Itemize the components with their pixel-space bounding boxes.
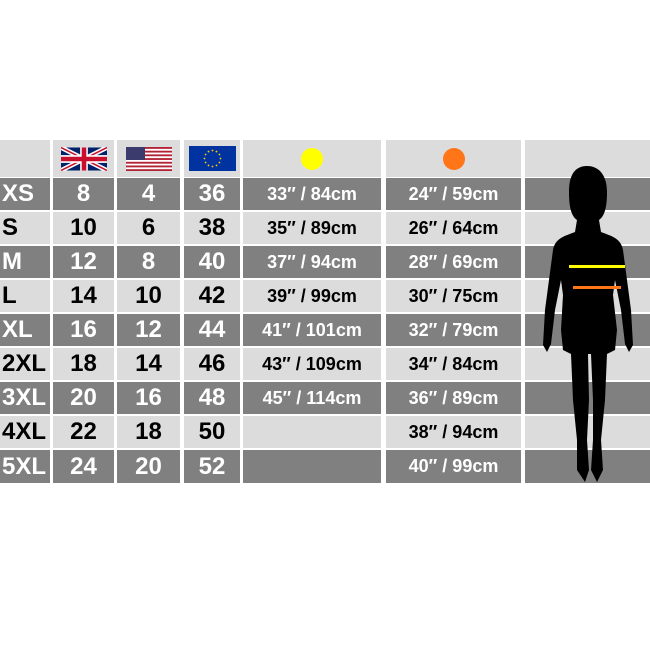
cell-us: 6 (117, 212, 180, 244)
cell-size: 3XL (0, 382, 50, 414)
header-us-cell (117, 140, 180, 177)
cell-size: XL (0, 314, 50, 346)
cell-bust: 33″ / 84cm (243, 178, 381, 210)
cell-waist: 36″ / 89cm (386, 382, 521, 414)
cell-waist: 26″ / 64cm (386, 212, 521, 244)
cell-eu: 50 (184, 416, 240, 448)
cell-bust: 39″ / 99cm (243, 280, 381, 312)
cell-eu: 40 (184, 246, 240, 278)
cell-uk: 20 (53, 382, 114, 414)
uk-flag-icon (60, 146, 107, 171)
cell-us: 16 (117, 382, 180, 414)
cell-size: M (0, 246, 50, 278)
cell-size: 4XL (0, 416, 50, 448)
cell-bust: 35″ / 89cm (243, 212, 381, 244)
cell-eu: 48 (184, 382, 240, 414)
cell-waist: 40″ / 99cm (386, 450, 521, 483)
cell-waist: 28″ / 69cm (386, 246, 521, 278)
cell-waist: 38″ / 94cm (386, 416, 521, 448)
cell-waist: 34″ / 84cm (386, 348, 521, 380)
cell-bust (243, 416, 381, 448)
cell-us: 12 (117, 314, 180, 346)
waist-marker-icon (442, 147, 465, 170)
cell-bust: 41″ / 101cm (243, 314, 381, 346)
cell-uk: 16 (53, 314, 114, 346)
cell-us: 8 (117, 246, 180, 278)
cell-eu: 38 (184, 212, 240, 244)
cell-bust (243, 450, 381, 483)
cell-eu: 42 (184, 280, 240, 312)
cell-size: 5XL (0, 450, 50, 483)
cell-us: 18 (117, 416, 180, 448)
cell-waist: 30″ / 75cm (386, 280, 521, 312)
cell-uk: 14 (53, 280, 114, 312)
cell-waist: 32″ / 79cm (386, 314, 521, 346)
bust-line (569, 265, 625, 268)
cell-bust: 37″ / 94cm (243, 246, 381, 278)
bust-marker-icon (301, 147, 323, 170)
header-size-cell (0, 140, 50, 177)
cell-eu: 44 (184, 314, 240, 346)
waist-line (573, 286, 621, 289)
cell-uk: 24 (53, 450, 114, 483)
header-uk-cell (53, 140, 114, 177)
us-flag-icon (125, 146, 172, 171)
cell-waist: 24″ / 59cm (386, 178, 521, 210)
cell-uk: 22 (53, 416, 114, 448)
header-waist-cell (386, 140, 521, 177)
cell-size: XS (0, 178, 50, 210)
header-eu-cell (184, 140, 240, 177)
cell-bust: 45″ / 114cm (243, 382, 381, 414)
header-bust-cell (243, 140, 381, 177)
female-silhouette-icon (543, 166, 633, 482)
cell-us: 20 (117, 450, 180, 483)
cell-uk: 10 (53, 212, 114, 244)
cell-eu: 52 (184, 450, 240, 483)
cell-size: 2XL (0, 348, 50, 380)
cell-us: 14 (117, 348, 180, 380)
cell-eu: 36 (184, 178, 240, 210)
cell-size: S (0, 212, 50, 244)
eu-flag-icon (188, 146, 236, 171)
cell-uk: 12 (53, 246, 114, 278)
cell-size: L (0, 280, 50, 312)
cell-us: 4 (117, 178, 180, 210)
cell-uk: 18 (53, 348, 114, 380)
cell-uk: 8 (53, 178, 114, 210)
cell-us: 10 (117, 280, 180, 312)
cell-bust: 43″ / 109cm (243, 348, 381, 380)
cell-eu: 46 (184, 348, 240, 380)
